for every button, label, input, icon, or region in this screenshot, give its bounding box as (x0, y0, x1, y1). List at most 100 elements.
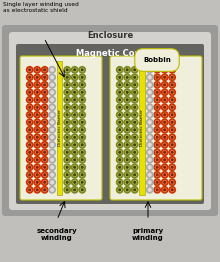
Circle shape (79, 74, 85, 80)
Circle shape (79, 89, 85, 96)
Circle shape (119, 166, 121, 168)
Circle shape (154, 104, 160, 111)
Circle shape (126, 113, 128, 116)
Circle shape (154, 81, 160, 88)
Circle shape (43, 84, 46, 86)
Circle shape (132, 112, 138, 118)
Circle shape (154, 141, 160, 148)
Circle shape (126, 84, 128, 86)
Circle shape (163, 121, 166, 124)
Circle shape (72, 97, 78, 103)
Circle shape (74, 144, 76, 146)
Circle shape (28, 68, 31, 71)
Circle shape (43, 188, 46, 191)
Circle shape (36, 136, 38, 139)
Circle shape (26, 149, 33, 156)
Circle shape (81, 151, 83, 153)
Circle shape (161, 89, 168, 96)
Circle shape (126, 77, 128, 78)
Circle shape (79, 67, 85, 73)
Circle shape (134, 189, 136, 191)
Circle shape (73, 144, 76, 146)
Circle shape (171, 174, 173, 176)
Circle shape (36, 188, 38, 191)
Circle shape (43, 99, 46, 101)
Circle shape (64, 179, 70, 185)
Circle shape (81, 159, 84, 161)
Circle shape (49, 134, 55, 140)
Circle shape (134, 181, 136, 183)
Circle shape (73, 106, 76, 109)
Circle shape (126, 151, 128, 154)
Circle shape (79, 119, 85, 125)
Circle shape (51, 128, 54, 131)
Circle shape (81, 144, 83, 146)
Circle shape (49, 149, 55, 156)
Circle shape (73, 151, 76, 154)
Circle shape (117, 119, 123, 125)
Circle shape (117, 112, 123, 118)
Circle shape (117, 157, 123, 163)
Circle shape (44, 99, 46, 101)
Circle shape (44, 77, 46, 78)
Circle shape (163, 68, 166, 71)
Circle shape (51, 166, 54, 169)
Circle shape (81, 181, 84, 184)
Circle shape (72, 172, 78, 178)
Circle shape (72, 127, 78, 133)
Circle shape (49, 89, 55, 96)
Circle shape (36, 77, 38, 78)
Circle shape (74, 91, 76, 93)
Circle shape (29, 159, 31, 161)
Circle shape (156, 106, 158, 108)
Circle shape (26, 134, 33, 140)
Text: Magnetic Core: Magnetic Core (76, 48, 144, 57)
Circle shape (29, 106, 31, 108)
Circle shape (171, 189, 173, 191)
Circle shape (126, 68, 128, 71)
Circle shape (124, 81, 130, 88)
Bar (139, 61, 145, 195)
Circle shape (156, 188, 159, 191)
Text: primary
winding: primary winding (132, 228, 164, 241)
Circle shape (156, 69, 158, 71)
Circle shape (34, 134, 40, 140)
Circle shape (132, 134, 138, 140)
Circle shape (66, 69, 68, 71)
Circle shape (126, 151, 128, 153)
Circle shape (36, 144, 38, 146)
Circle shape (73, 99, 76, 101)
Circle shape (28, 151, 31, 154)
Circle shape (44, 159, 46, 161)
Circle shape (79, 149, 85, 156)
Circle shape (126, 99, 128, 101)
Circle shape (34, 179, 40, 185)
Circle shape (132, 187, 138, 193)
FancyBboxPatch shape (110, 56, 202, 200)
Circle shape (132, 164, 138, 171)
Circle shape (74, 114, 76, 116)
Circle shape (161, 119, 168, 125)
Circle shape (42, 179, 48, 185)
Circle shape (133, 136, 136, 139)
Circle shape (43, 91, 46, 94)
Circle shape (156, 84, 158, 86)
Circle shape (81, 166, 83, 168)
Circle shape (124, 89, 130, 96)
Circle shape (79, 104, 85, 111)
Circle shape (117, 172, 123, 178)
Circle shape (126, 76, 128, 79)
Circle shape (147, 127, 153, 133)
Circle shape (29, 91, 31, 93)
Circle shape (36, 106, 38, 109)
Circle shape (147, 74, 153, 80)
Circle shape (81, 166, 84, 169)
Circle shape (42, 81, 48, 88)
Circle shape (133, 173, 136, 176)
Circle shape (36, 137, 38, 138)
Circle shape (66, 166, 68, 168)
Circle shape (29, 84, 31, 86)
Circle shape (169, 89, 175, 96)
Circle shape (36, 76, 38, 79)
Circle shape (26, 179, 33, 185)
